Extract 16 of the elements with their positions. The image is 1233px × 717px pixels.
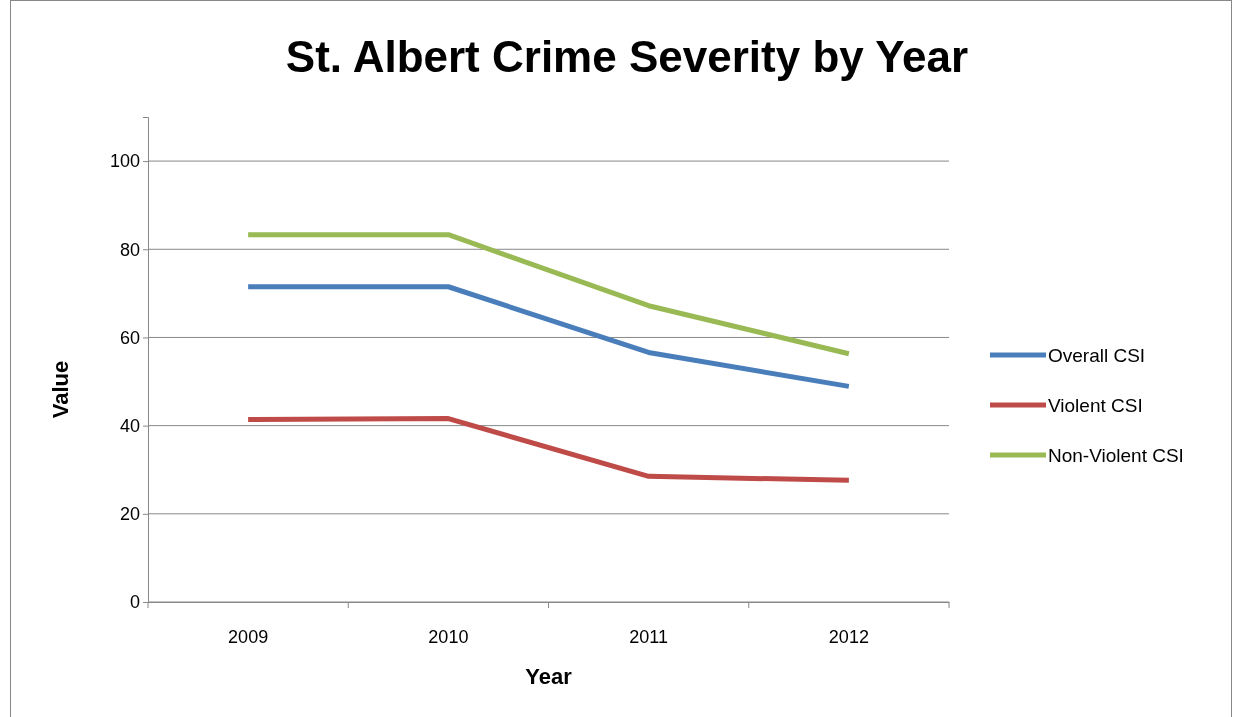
x-tick-label: 2010 xyxy=(428,626,469,647)
y-tick-label: 80 xyxy=(119,239,140,260)
y-tick-label: 100 xyxy=(109,151,140,172)
legend-label: Non-Violent CSI xyxy=(1048,445,1184,466)
chart-title: St. Albert Crime Severity by Year xyxy=(285,32,969,81)
y-axis-title: Value xyxy=(48,360,73,419)
x-axis-title: Year xyxy=(525,664,573,689)
legend-label: Violent CSI xyxy=(1048,395,1143,416)
x-tick-label: 2011 xyxy=(629,626,668,647)
x-tick-label: 2012 xyxy=(828,626,869,647)
y-tick-label: 20 xyxy=(119,504,140,525)
y-tick-label: 60 xyxy=(119,327,140,348)
legend-label: Overall CSI xyxy=(1048,345,1146,366)
x-tick-label: 2009 xyxy=(228,626,269,647)
y-tick-label: 0 xyxy=(129,592,140,613)
y-tick-label: 40 xyxy=(119,415,140,436)
